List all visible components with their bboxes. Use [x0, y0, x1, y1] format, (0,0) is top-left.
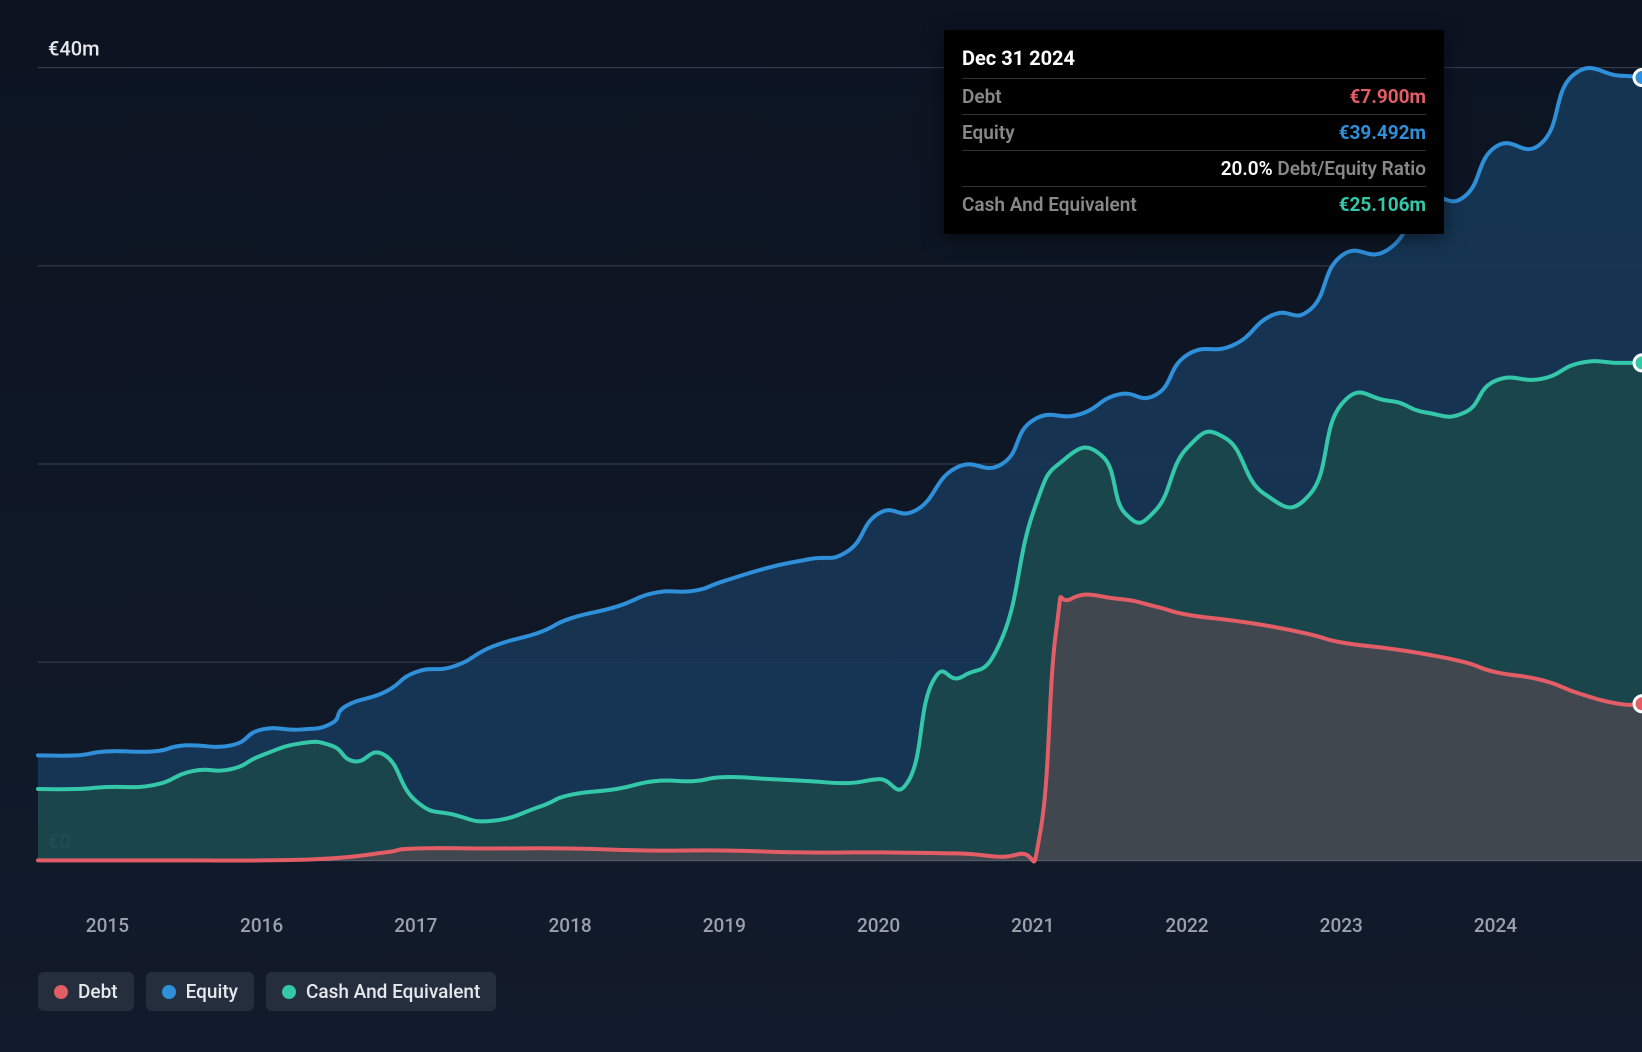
legend-item-cash-and-equivalent[interactable]: Cash And Equivalent	[266, 972, 496, 1011]
legend-label: Cash And Equivalent	[306, 980, 480, 1003]
tooltip-row-value: €39.492m	[1339, 121, 1426, 144]
x-axis-label: 2019	[703, 914, 746, 937]
tooltip-row-label: Cash And Equivalent	[962, 193, 1137, 216]
tooltip-row: Equity €39.492m	[962, 114, 1426, 150]
legend-swatch-icon	[54, 985, 68, 999]
x-axis-label: 2016	[240, 914, 283, 937]
x-axis-label: 2022	[1165, 914, 1208, 937]
tooltip-row-label: Debt	[962, 85, 1002, 108]
x-axis-label: 2018	[548, 914, 591, 937]
legend-label: Equity	[186, 980, 238, 1003]
x-axis-label: 2024	[1474, 914, 1517, 937]
legend-item-debt[interactable]: Debt	[38, 972, 134, 1011]
tooltip-row: Debt €7.900m	[962, 78, 1426, 114]
tooltip-row-label: Equity	[962, 121, 1015, 144]
chart-container: €0€40m2015201620172018201920202021202220…	[0, 0, 1642, 1052]
tooltip-row-value: €7.900m	[1350, 85, 1426, 108]
x-axis-label: 2023	[1320, 914, 1363, 937]
legend-item-equity[interactable]: Equity	[146, 972, 254, 1011]
end-marker-cash	[1634, 355, 1642, 371]
tooltip-date: Dec 31 2024	[962, 42, 1426, 78]
end-marker-equity	[1634, 70, 1642, 86]
tooltip-row: Cash And Equivalent €25.106m	[962, 186, 1426, 222]
tooltip-subrow: 20.0% Debt/Equity Ratio	[962, 150, 1426, 186]
legend-swatch-icon	[162, 985, 176, 999]
tooltip-ratio: 20.0% Debt/Equity Ratio	[1221, 157, 1426, 180]
legend-swatch-icon	[282, 985, 296, 999]
chart-legend: Debt Equity Cash And Equivalent	[38, 972, 496, 1011]
x-axis-label: 2017	[394, 914, 437, 937]
end-marker-debt	[1634, 696, 1642, 712]
x-axis-label: 2015	[86, 914, 129, 937]
x-axis-label: 2021	[1011, 914, 1054, 937]
chart-tooltip: Dec 31 2024 Debt €7.900m Equity €39.492m 20…	[944, 30, 1444, 234]
y-axis-label: €40m	[48, 37, 100, 61]
tooltip-row-value: €25.106m	[1339, 193, 1426, 216]
legend-label: Debt	[78, 980, 118, 1003]
x-axis-label: 2020	[857, 914, 900, 937]
